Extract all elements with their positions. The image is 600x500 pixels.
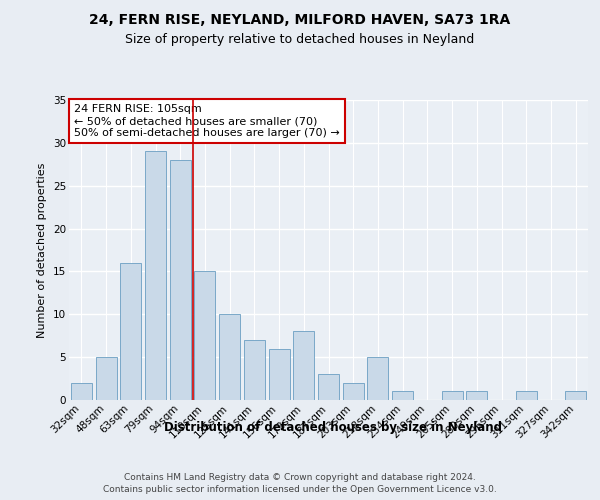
Bar: [367, 357, 388, 400]
Bar: [244, 340, 265, 400]
Text: 24, FERN RISE, NEYLAND, MILFORD HAVEN, SA73 1RA: 24, FERN RISE, NEYLAND, MILFORD HAVEN, S…: [89, 12, 511, 26]
Bar: [269, 348, 290, 400]
Bar: [516, 392, 537, 400]
Bar: [343, 383, 364, 400]
Bar: [293, 332, 314, 400]
Bar: [565, 392, 586, 400]
Bar: [145, 152, 166, 400]
Y-axis label: Number of detached properties: Number of detached properties: [37, 162, 47, 338]
Bar: [392, 392, 413, 400]
Bar: [120, 263, 141, 400]
Bar: [219, 314, 240, 400]
Text: Contains HM Land Registry data © Crown copyright and database right 2024.
Contai: Contains HM Land Registry data © Crown c…: [103, 473, 497, 494]
Bar: [95, 357, 116, 400]
Bar: [71, 383, 92, 400]
Text: Distribution of detached houses by size in Neyland: Distribution of detached houses by size …: [164, 421, 502, 434]
Bar: [466, 392, 487, 400]
Bar: [318, 374, 339, 400]
Text: 24 FERN RISE: 105sqm
← 50% of detached houses are smaller (70)
50% of semi-detac: 24 FERN RISE: 105sqm ← 50% of detached h…: [74, 104, 340, 138]
Bar: [194, 272, 215, 400]
Bar: [170, 160, 191, 400]
Text: Size of property relative to detached houses in Neyland: Size of property relative to detached ho…: [125, 32, 475, 46]
Bar: [442, 392, 463, 400]
